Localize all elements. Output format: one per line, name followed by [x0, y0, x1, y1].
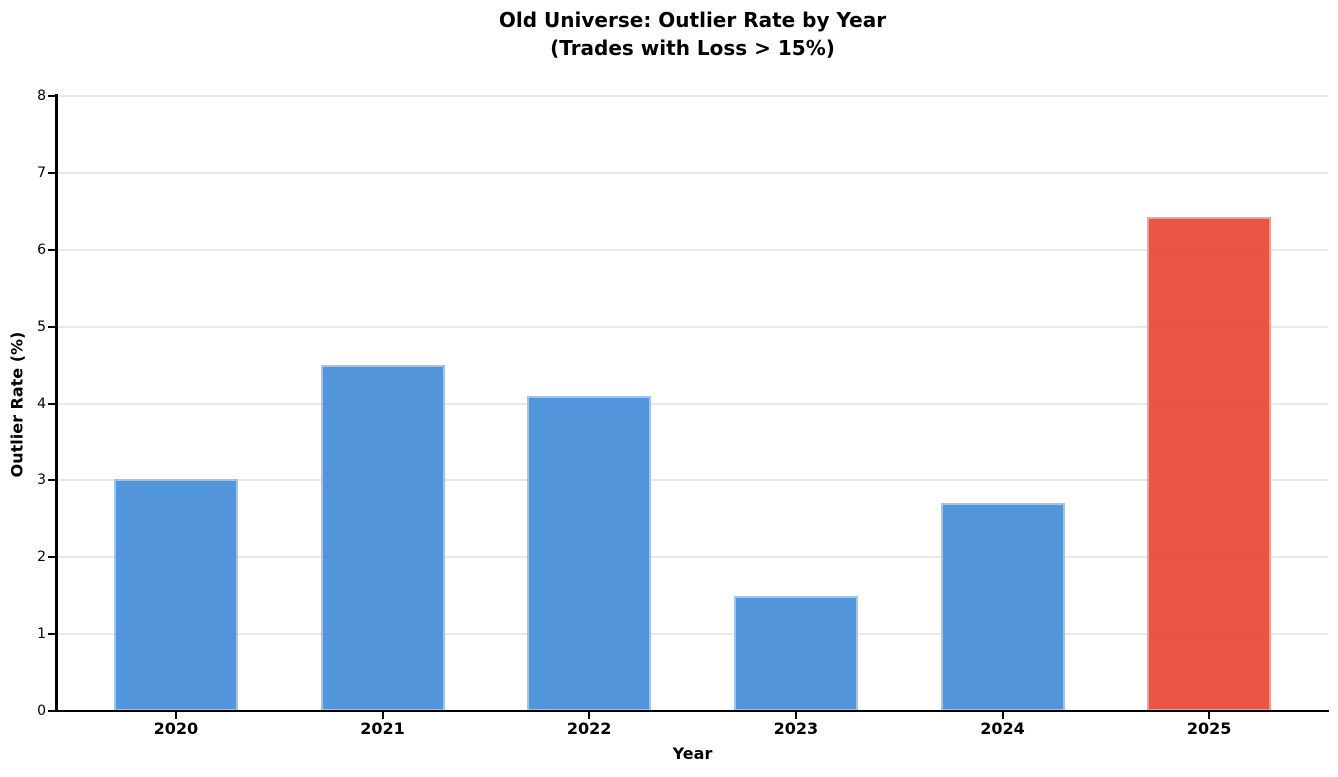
y-gridline-8: [57, 95, 1328, 97]
y-tick-6: [48, 248, 55, 251]
bar-2023: [733, 595, 858, 711]
y-axis-spine: [55, 94, 58, 712]
y-gridline-6: [57, 248, 1328, 251]
y-tick-label-7: 7: [37, 164, 46, 181]
y-tick-label-8: 8: [37, 88, 46, 104]
y-tick-label-1: 1: [37, 626, 46, 643]
y-gridline-1: [57, 633, 1328, 636]
x-tick-2025: [1208, 712, 1211, 719]
y-tick-7: [48, 171, 55, 174]
chart-title-line1: Old Universe: Outlier Rate by Year: [498, 8, 887, 32]
bar-2022: [527, 395, 652, 711]
x-tick-2021: [381, 712, 384, 719]
y-tick-5: [48, 325, 55, 328]
y-gridline-5: [57, 325, 1328, 328]
x-tick-2020: [174, 712, 177, 719]
y-tick-label-2: 2: [37, 549, 46, 566]
y-tick-0: [48, 710, 55, 712]
y-tick-4: [48, 402, 55, 405]
y-tick-3: [48, 479, 55, 482]
y-tick-label-6: 6: [37, 241, 46, 258]
x-tick-label-2020: 2020: [153, 719, 199, 738]
y-tick-label-5: 5: [37, 318, 46, 335]
x-tick-label-2024: 2024: [980, 719, 1025, 738]
x-axis-spine: [55, 709, 1329, 712]
y-tick-1: [48, 633, 55, 636]
x-tick-label-2022: 2022: [566, 719, 612, 738]
y-tick-2: [48, 556, 55, 559]
y-tick-label-3: 3: [37, 472, 46, 489]
bar-2020: [113, 478, 238, 711]
bar-2021: [320, 365, 445, 711]
x-tick-2022: [588, 712, 591, 719]
y-tick-8: [48, 95, 55, 97]
y-gridline-3: [57, 479, 1328, 482]
x-tick-2024: [1001, 712, 1004, 719]
x-tick-2023: [794, 712, 797, 719]
x-tick-label-2021: 2021: [360, 719, 405, 738]
x-axis-label: Year: [672, 744, 713, 763]
y-gridline-4: [57, 402, 1328, 405]
chart-title-line2: (Trades with Loss > 15%): [550, 36, 835, 60]
x-tick-label-2025: 2025: [1186, 719, 1232, 738]
y-gridline-2: [57, 556, 1328, 559]
y-gridline-7: [57, 171, 1328, 174]
bar-2024: [940, 503, 1065, 711]
x-tick-label-2023: 2023: [773, 719, 819, 738]
bar-2025: [1147, 216, 1272, 711]
y-tick-label-0: 0: [37, 703, 46, 719]
y-tick-label-4: 4: [37, 395, 46, 412]
chart-title: Old Universe: Outlier Rate by Year (Trad…: [57, 6, 1328, 62]
